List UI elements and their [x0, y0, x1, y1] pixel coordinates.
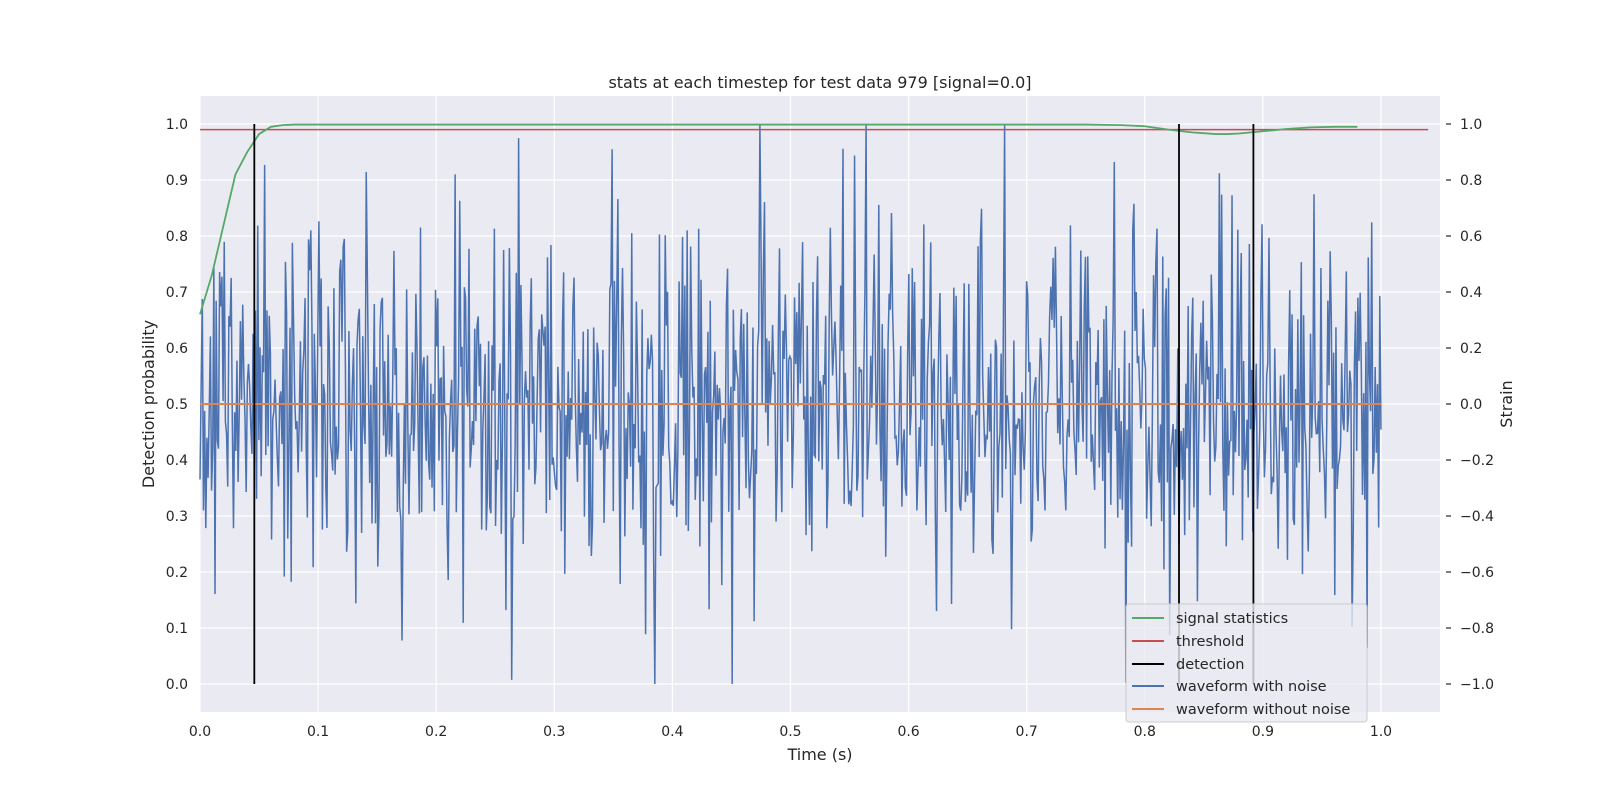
- y-tick-label: 0.1: [166, 621, 188, 637]
- legend-item-detection: detection: [1132, 657, 1244, 673]
- legend-item-waveform-with-noise: waveform with noise: [1132, 679, 1327, 695]
- legend-label-threshold: threshold: [1176, 634, 1244, 650]
- y-tick-label: 0.8: [166, 229, 188, 245]
- y-tick-label: 0.6: [166, 341, 188, 357]
- legend-label-signal-statistics: signal statistics: [1176, 611, 1288, 627]
- chart-title: stats at each timestep for test data 979…: [608, 73, 1031, 92]
- y-tick-label: 0.7: [166, 285, 188, 301]
- y2-tick-label: −0.4: [1460, 509, 1494, 525]
- chart-series: [199, 123, 1429, 685]
- legend-label-detection: detection: [1176, 657, 1244, 673]
- x-tick-label: 0.1: [307, 724, 329, 740]
- x-tick-label: 0.3: [543, 724, 565, 740]
- x-tick-label: 0.6: [897, 724, 919, 740]
- legend-label-waveform-without-noise: waveform without noise: [1176, 702, 1350, 718]
- legend-box: [1125, 603, 1368, 723]
- x-tick-label: 1.0: [1370, 724, 1392, 740]
- y2-tick-label: 0.0: [1460, 397, 1482, 413]
- y2-tick-label: −0.2: [1460, 453, 1494, 469]
- y-axis-label: Detection probability: [139, 320, 158, 488]
- x-tick-label: 0.7: [1016, 724, 1038, 740]
- y-tick-label: 0.0: [166, 677, 188, 693]
- y2-axis-label: Strain: [1497, 380, 1516, 427]
- x-tick-label: 0.8: [1134, 724, 1156, 740]
- y2-tick-label: 0.6: [1460, 229, 1482, 245]
- y2-axis-ticks: −1.0 −0.8 −0.6 −0.4 −0.2 0.0 0.2 0.4 0.6 0.8 1.0: [1446, 117, 1494, 693]
- legend-item-waveform-without-noise: waveform without noise: [1132, 702, 1350, 718]
- x-tick-label: 0.9: [1252, 724, 1274, 740]
- y2-tick-label: 0.2: [1460, 341, 1482, 357]
- y2-tick-label: −0.8: [1460, 621, 1494, 637]
- x-tick-label: 0.5: [779, 724, 801, 740]
- x-axis-ticks: 0.0 0.1 0.2 0.3 0.4 0.5 0.6 0.7 0.8 0.9 1.0: [189, 724, 1392, 740]
- x-tick-label: 0.0: [189, 724, 211, 740]
- y-tick-label: 1.0: [166, 117, 188, 133]
- y-tick-label: 0.2: [166, 565, 188, 581]
- y2-tick-label: 0.8: [1460, 173, 1482, 189]
- legend-item-signal-statistics: signal statistics: [1132, 611, 1288, 627]
- x-tick-label: 0.4: [661, 724, 683, 740]
- y2-tick-label: 1.0: [1460, 117, 1482, 133]
- y2-tick-label: −1.0: [1460, 677, 1494, 693]
- y-axis-ticks: 0.0 0.1 0.2 0.3 0.4 0.5 0.6 0.7 0.8 0.9 1.0: [166, 117, 188, 693]
- series-waveform-with-noise: [199, 123, 1382, 685]
- y-tick-label: 0.5: [166, 397, 188, 413]
- legend: signal statistics threshold detection wa…: [1125, 603, 1368, 723]
- legend-label-waveform-with-noise: waveform with noise: [1176, 679, 1327, 695]
- x-axis-label: Time (s): [786, 745, 852, 764]
- y-tick-label: 0.4: [166, 453, 188, 469]
- legend-item-threshold: threshold: [1132, 634, 1244, 650]
- y-tick-label: 0.9: [166, 173, 188, 189]
- y2-tick-label: 0.4: [1460, 285, 1482, 301]
- y-tick-label: 0.3: [166, 509, 188, 525]
- y2-tick-label: −0.6: [1460, 565, 1494, 581]
- x-tick-label: 0.2: [425, 724, 447, 740]
